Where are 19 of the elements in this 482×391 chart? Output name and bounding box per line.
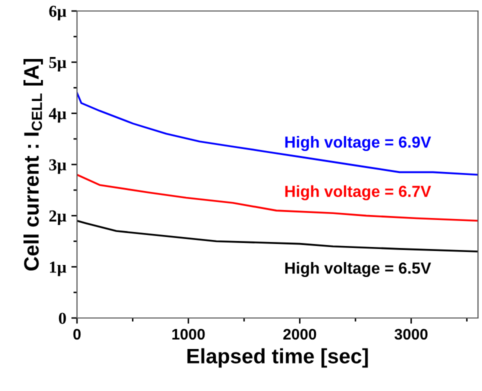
y-tick-label: 1µ xyxy=(50,262,66,276)
x-tick-label: 1000 xyxy=(172,328,205,340)
y-tick-label: 4µ xyxy=(48,108,66,123)
y-tick-label: 6µ xyxy=(49,6,66,20)
annotation: High voltage = 6.5V xyxy=(285,262,432,278)
y-tick-label: 0 xyxy=(58,312,66,324)
y-tick-label: 5µ xyxy=(49,57,66,72)
annotation: High voltage = 6.9V xyxy=(285,136,432,151)
line-series xyxy=(77,174,478,222)
x-axis-title: Elapsed time [sec] xyxy=(187,348,368,368)
y-tick-label: 3µ xyxy=(49,159,66,174)
line-series xyxy=(77,92,478,176)
y-axis-title: Cell current : I$_{CELL}$ [A] xyxy=(24,58,43,271)
x-tick-label: 3000 xyxy=(394,328,428,340)
x-tick-label: 0 xyxy=(73,328,81,340)
annotation: High voltage = 6.7V xyxy=(285,185,432,200)
y-tick-label: 2µ xyxy=(49,210,66,225)
x-tick-label: 2000 xyxy=(283,328,316,340)
line-series xyxy=(77,220,478,252)
